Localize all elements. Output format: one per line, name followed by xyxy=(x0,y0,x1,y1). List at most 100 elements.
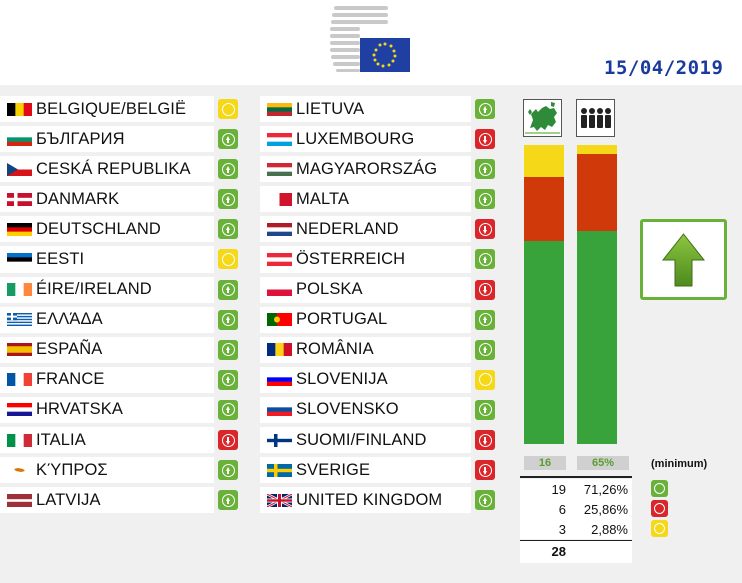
result-adopted-box xyxy=(640,219,727,300)
country-row: HRVATSKA xyxy=(0,395,244,425)
flag-icon xyxy=(267,192,292,206)
vote-no-icon xyxy=(475,279,495,300)
country-name: SLOVENIJA xyxy=(296,370,388,389)
vote-yes-icon xyxy=(475,99,495,119)
country-row: LIETUVA xyxy=(260,94,500,124)
country-row: LUXEMBOURG xyxy=(260,124,500,154)
country-name: UNITED KINGDOM xyxy=(296,490,443,509)
vote-no-icon xyxy=(475,219,495,240)
country-row-background xyxy=(0,126,214,153)
vote-abstain-icon xyxy=(218,99,238,119)
tally-row-no: 6 25,86% xyxy=(520,499,632,519)
flag-icon xyxy=(7,403,32,417)
member-states-no-segment xyxy=(524,177,564,242)
vote-yes-icon xyxy=(218,399,238,420)
country-name: SLOVENSKO xyxy=(296,400,399,419)
country-row-background xyxy=(260,96,471,123)
country-name: DEUTSCHLAND xyxy=(36,219,161,238)
tally-abstain-percent: 2,88% xyxy=(591,522,628,537)
flag-icon xyxy=(7,343,32,357)
country-name: POLSKA xyxy=(296,280,363,299)
country-row: ÖSTERREICH xyxy=(260,244,500,274)
country-row-background xyxy=(260,366,471,393)
vote-no-icon xyxy=(475,430,495,451)
tally-row-yes: 19 71,26% xyxy=(520,479,632,499)
country-row: ESPAÑA xyxy=(0,335,244,365)
country-name: ÉIRE/IRELAND xyxy=(36,280,152,299)
country-row-background xyxy=(0,487,214,514)
country-name: EESTI xyxy=(36,250,85,269)
country-row: SLOVENIJA xyxy=(260,365,500,395)
population-yes-segment xyxy=(577,230,617,444)
flag-icon xyxy=(267,162,292,176)
country-row-background xyxy=(260,186,471,213)
flag-icon xyxy=(267,313,292,327)
country-row-background xyxy=(260,457,471,484)
country-row-background xyxy=(260,306,471,333)
member-states-threshold: 16 xyxy=(524,456,566,470)
country-name: ΚΎΠΡΟΣ xyxy=(36,460,108,479)
country-row: ΕΛΛΆΔΑ xyxy=(0,305,244,335)
tally-total: 28 xyxy=(520,541,632,563)
tally-top-divider xyxy=(520,476,632,478)
vote-yes-icon xyxy=(218,460,238,481)
country-row-background xyxy=(0,396,214,424)
flag-icon xyxy=(7,222,32,236)
tally-no-percent: 25,86% xyxy=(583,502,628,517)
vote-no-icon xyxy=(475,129,495,150)
flag-icon xyxy=(7,102,32,116)
country-row-background xyxy=(0,306,214,333)
country-row: BELGIQUE/BELGIË xyxy=(0,94,244,124)
population-people-icon xyxy=(576,99,615,137)
flag-icon xyxy=(7,253,32,267)
country-row: POLSKA xyxy=(260,275,500,305)
vote-yes-icon xyxy=(218,339,238,360)
vote-yes-icon xyxy=(218,159,238,180)
country-row-background xyxy=(0,366,214,393)
country-row: UNITED KINGDOM xyxy=(260,485,500,515)
tally-no-icon xyxy=(651,500,668,517)
country-row: MAGYARORSZÁG xyxy=(260,154,500,184)
flag-icon xyxy=(7,463,32,477)
country-row-background xyxy=(0,186,214,213)
member-states-yes-segment xyxy=(524,241,564,444)
vote-yes-icon xyxy=(218,129,238,150)
country-row-background xyxy=(0,427,214,454)
country-row: PORTUGAL xyxy=(260,305,500,335)
tally-no-count: 6 xyxy=(558,502,566,517)
flag-icon xyxy=(7,373,32,387)
vote-abstain-icon xyxy=(475,369,495,390)
country-name: DANMARK xyxy=(36,189,120,208)
vote-date: 15/04/2019 xyxy=(604,57,724,79)
country-row-background xyxy=(260,156,471,183)
tally-abstain-icon xyxy=(651,520,668,537)
vote-yes-icon xyxy=(475,159,495,180)
vote-yes-icon xyxy=(475,309,495,330)
vote-yes-icon xyxy=(218,219,238,240)
country-name: ΕΛΛΆΔΑ xyxy=(36,310,103,329)
country-row: БЪЛГАРИЯ xyxy=(0,124,244,154)
flag-icon xyxy=(7,493,32,507)
country-name: LIETUVA xyxy=(296,99,365,118)
country-row: EESTI xyxy=(0,244,244,274)
country-name: LATVIJA xyxy=(36,490,101,509)
country-row-background xyxy=(260,216,471,243)
tally-row-abstain: 3 2,88% xyxy=(520,519,632,539)
flag-icon xyxy=(267,222,292,236)
flag-icon xyxy=(267,343,292,357)
flag-icon xyxy=(267,463,292,477)
country-name: SUOMI/FINLAND xyxy=(296,430,427,449)
country-row-background xyxy=(0,216,214,243)
flag-icon xyxy=(7,192,32,206)
country-row: SUOMI/FINLAND xyxy=(260,425,500,455)
country-row-background xyxy=(260,396,471,424)
country-row-background xyxy=(260,276,471,303)
vote-yes-icon xyxy=(475,339,495,360)
flag-icon xyxy=(267,493,292,507)
flag-icon xyxy=(267,283,292,297)
country-row: DEUTSCHLAND xyxy=(0,214,244,244)
vote-yes-icon xyxy=(475,189,495,210)
country-row-background xyxy=(0,457,214,484)
tally-abstain-count: 3 xyxy=(558,522,566,537)
country-row: FRANCE xyxy=(0,365,244,395)
